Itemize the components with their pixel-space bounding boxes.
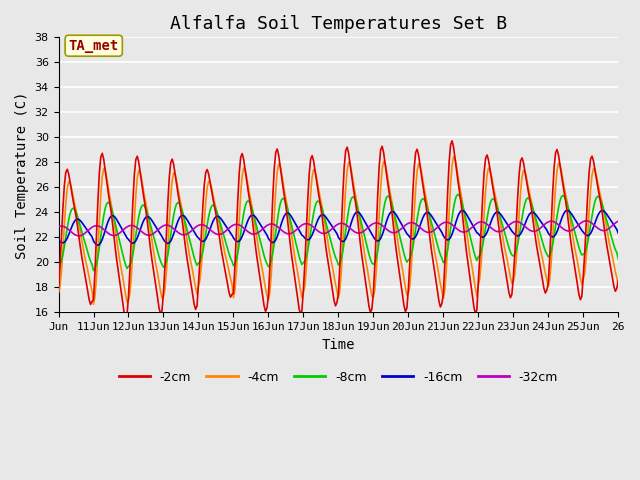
Legend: -2cm, -4cm, -8cm, -16cm, -32cm: -2cm, -4cm, -8cm, -16cm, -32cm [113, 366, 563, 389]
Title: Alfalfa Soil Temperatures Set B: Alfalfa Soil Temperatures Set B [170, 15, 507, 33]
Y-axis label: Soil Temperature (C): Soil Temperature (C) [15, 91, 29, 259]
X-axis label: Time: Time [322, 337, 355, 352]
Text: TA_met: TA_met [68, 39, 119, 53]
